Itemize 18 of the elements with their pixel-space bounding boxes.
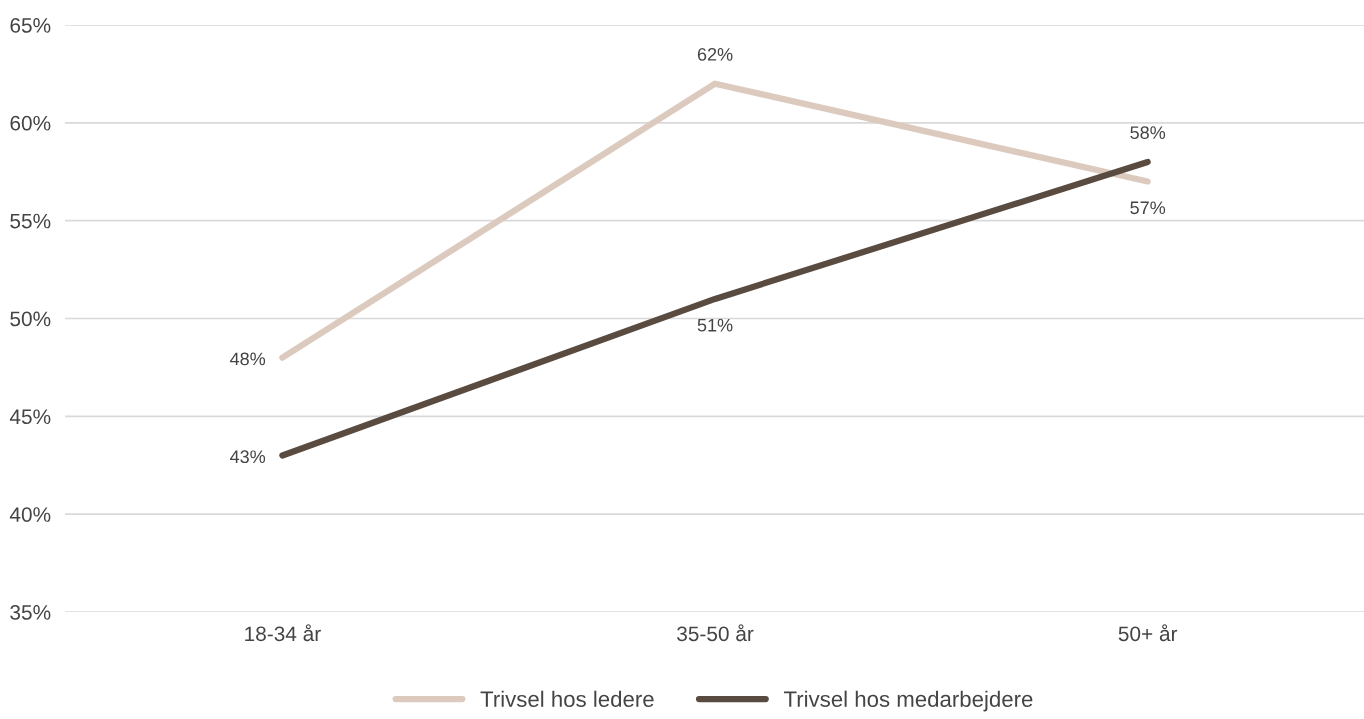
y-tick-label: 55%	[10, 213, 51, 229]
y-tick-label: 35%	[10, 605, 51, 620]
y-tick-label: 40%	[9, 507, 51, 522]
y-tick-label: 65%	[10, 18, 51, 33]
y-tick-label: 60%	[10, 115, 51, 131]
data-label: 48%	[230, 352, 266, 366]
y-tick-label: 50%	[10, 311, 51, 327]
legend-label: Trivsel hos medarbejdere	[784, 690, 1033, 712]
x-tick-label: 35-50 år	[677, 624, 754, 642]
x-tick-label: 50+ år	[1118, 624, 1178, 642]
x-tick-label: 18-34 år	[245, 624, 321, 642]
data-label: 51%	[697, 318, 733, 332]
data-label: 57%	[1130, 201, 1166, 215]
data-label: 62%	[697, 47, 733, 61]
data-label: 58%	[1130, 126, 1166, 140]
data-label: 43%	[230, 450, 266, 464]
legend-label: Trivsel hos ledere	[480, 690, 654, 708]
y-tick-label: 45%	[9, 409, 51, 425]
